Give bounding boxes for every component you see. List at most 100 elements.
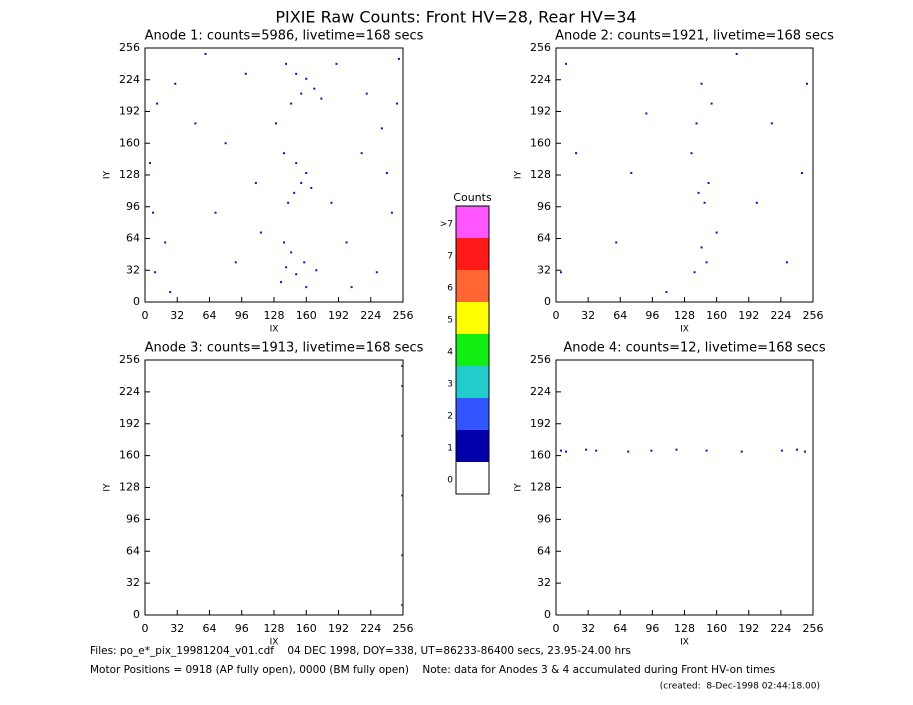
point — [703, 201, 706, 204]
point — [595, 449, 598, 452]
colorbar-label: 1 — [447, 444, 453, 454]
point — [665, 291, 668, 294]
y-axis-label: IY — [103, 170, 113, 179]
point — [320, 97, 323, 100]
point — [330, 201, 333, 204]
y-tick-label: 128 — [119, 481, 140, 494]
point — [156, 102, 159, 105]
point — [740, 450, 743, 453]
colorbar-title: Counts — [453, 191, 492, 204]
y-axis-label: IY — [103, 483, 113, 492]
point — [234, 261, 237, 264]
x-tick-label: 64 — [203, 622, 217, 635]
y-tick-label: 128 — [530, 481, 551, 494]
x-tick-label: 160 — [706, 309, 727, 322]
plot-frame — [555, 359, 814, 616]
point — [700, 82, 703, 85]
x-tick-label: 0 — [553, 309, 560, 322]
point — [290, 251, 293, 254]
y-tick-label: 128 — [530, 168, 551, 181]
point — [697, 191, 700, 194]
y-tick-label: 224 — [119, 385, 140, 398]
point — [293, 191, 296, 194]
point — [560, 449, 563, 452]
point — [295, 273, 298, 276]
colorbar-cell — [456, 398, 489, 430]
x-tick-label: 192 — [328, 622, 349, 635]
x-tick-label: 32 — [581, 622, 595, 635]
panel-title: Anode 2: counts=1921, livetime=168 secs — [555, 29, 834, 44]
x-tick-label: 224 — [360, 622, 381, 635]
colorbar-cell — [456, 270, 489, 302]
y-tick-label: 192 — [530, 105, 551, 118]
point — [385, 172, 388, 175]
y-tick-label: 0 — [133, 295, 140, 308]
y-tick-label: 256 — [119, 41, 140, 54]
x-axis-label: IX — [680, 325, 689, 335]
y-tick-label: 256 — [530, 353, 551, 366]
point — [400, 384, 403, 387]
point — [204, 52, 207, 55]
point — [707, 181, 710, 184]
point — [693, 271, 696, 274]
y-tick-label: 64 — [126, 232, 140, 245]
x-tick-label: 0 — [142, 622, 149, 635]
y-tick-label: 160 — [119, 449, 140, 462]
footer-line: (created: 8-Dec-1998 02:44:18.00) — [660, 682, 820, 692]
x-tick-label: 192 — [328, 309, 349, 322]
y-axis-label: IY — [514, 483, 524, 492]
point — [400, 604, 403, 607]
point — [169, 291, 172, 294]
y-tick-label: 0 — [544, 608, 551, 621]
colorbar-label: 6 — [447, 284, 453, 294]
point — [565, 450, 568, 453]
y-tick-label: 32 — [126, 576, 140, 589]
colorbar-label: 4 — [447, 348, 453, 358]
x-tick-label: 192 — [738, 622, 759, 635]
point — [400, 434, 403, 437]
point — [400, 554, 403, 557]
colorbar-cell — [456, 462, 489, 494]
point — [700, 246, 703, 249]
y-tick-label: 160 — [530, 136, 551, 149]
colorbar-label: >7 — [440, 220, 453, 230]
point — [560, 271, 563, 274]
footer-line: Files: po_e*_pix_19981204_v01.cdf 04 DEC… — [90, 645, 631, 657]
x-tick-label: 256 — [803, 309, 824, 322]
colorbar-cell — [456, 366, 489, 398]
point — [627, 450, 630, 453]
point — [259, 231, 262, 234]
point — [400, 364, 403, 367]
x-tick-label: 32 — [170, 309, 184, 322]
point — [650, 449, 653, 452]
point — [154, 271, 157, 274]
point — [365, 92, 368, 95]
panel-title: Anode 3: counts=1913, livetime=168 secs — [145, 341, 424, 356]
point — [283, 152, 286, 155]
x-tick-label: 128 — [264, 622, 285, 635]
colorbar-cell — [456, 206, 489, 238]
point — [285, 62, 288, 65]
y-tick-label: 96 — [537, 200, 551, 213]
x-axis-label: IX — [680, 638, 689, 648]
point — [800, 172, 803, 175]
y-tick-label: 64 — [537, 232, 551, 245]
y-tick-label: 128 — [119, 168, 140, 181]
y-tick-label: 160 — [530, 449, 551, 462]
plot-frame — [555, 47, 814, 303]
point — [575, 152, 578, 155]
y-tick-label: 160 — [119, 136, 140, 149]
point — [254, 181, 257, 184]
colorbar-label: 7 — [447, 252, 453, 262]
point — [705, 449, 708, 452]
point — [630, 172, 633, 175]
point — [149, 162, 152, 165]
point — [283, 241, 286, 244]
x-tick-label: 160 — [296, 309, 317, 322]
y-tick-label: 96 — [126, 512, 140, 525]
panel-title: Anode 4: counts=12, livetime=168 secs — [563, 341, 825, 356]
point — [380, 127, 383, 130]
x-tick-label: 32 — [170, 622, 184, 635]
point — [795, 448, 798, 451]
